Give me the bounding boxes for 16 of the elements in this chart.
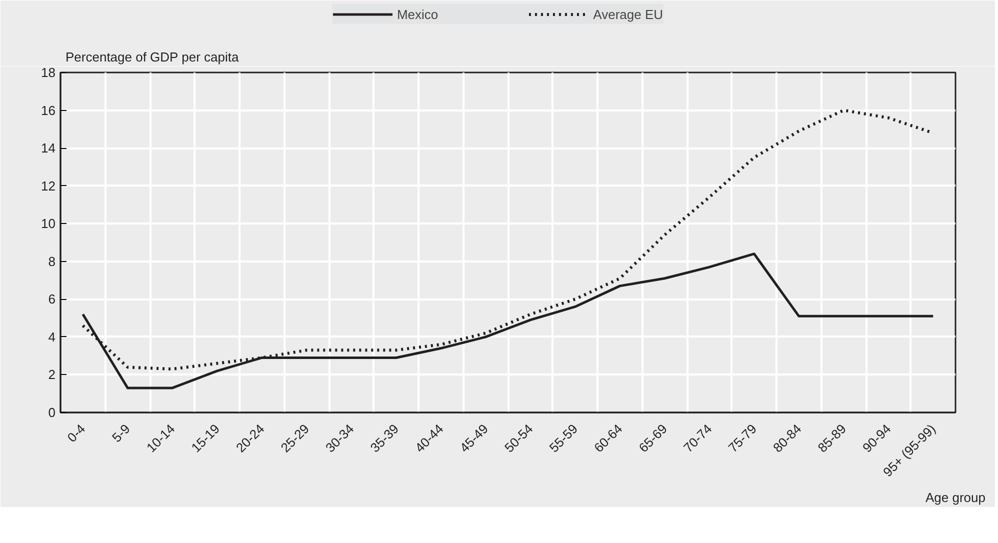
legend-label: Average EU	[593, 6, 664, 22]
y-tick-label: 6	[48, 292, 56, 307]
y-tick-label: 8	[48, 254, 56, 269]
x-tick-label: 0-4	[64, 421, 88, 446]
legend-label: Mexico	[396, 6, 438, 22]
y-axis-title: Percentage of GDP per capita	[66, 50, 240, 64]
y-tick-label: 16	[41, 102, 56, 118]
y-tick-label: 18	[41, 65, 56, 80]
y-tick-label: 0	[48, 405, 56, 420]
y-tick-label: 2	[48, 367, 56, 382]
y-tick-label: 10	[41, 216, 56, 232]
x-axis-title: Age group	[926, 490, 986, 505]
x-tick-label: 5-9	[109, 421, 133, 446]
y-tick-label: 4	[48, 329, 56, 344]
y-tick-label: 14	[41, 140, 56, 156]
y-tick-label: 12	[41, 178, 56, 194]
